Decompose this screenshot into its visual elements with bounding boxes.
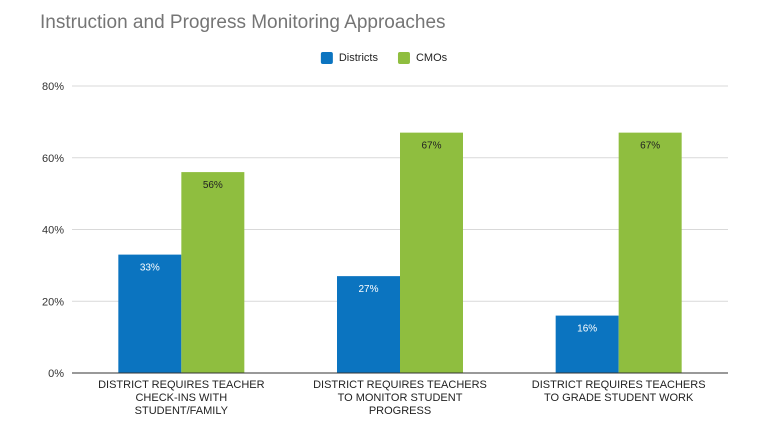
category-label: TO GRADE STUDENT WORK — [544, 392, 694, 404]
y-tick-label: 80% — [42, 81, 64, 93]
data-label-cmos-2: 67% — [421, 141, 441, 152]
data-label-districts-1: 33% — [140, 263, 160, 274]
y-tick-label: 20% — [42, 296, 64, 308]
data-label-cmos-1: 56% — [203, 180, 223, 191]
bar-cmos-2[interactable] — [400, 132, 463, 373]
category-label: PROGRESS — [369, 405, 431, 417]
legend-swatch-cmos — [397, 52, 410, 64]
category-label: DISTRICT REQUIRES TEACHER — [98, 379, 265, 391]
y-tick-label: 60% — [42, 153, 64, 165]
category-label: CHECK-INS WITH — [135, 392, 227, 404]
data-label-districts-3: 16% — [577, 324, 597, 335]
legend-swatch-districts — [320, 52, 333, 64]
category-label: DISTRICT REQUIRES TEACHERS — [313, 379, 487, 391]
category-label: DISTRICT REQUIRES TEACHERS — [532, 379, 706, 391]
legend-label: Districts — [339, 52, 379, 64]
y-tick-label: 0% — [48, 368, 64, 380]
bar-districts-3[interactable] — [555, 315, 619, 373]
legend-label: CMOs — [416, 52, 448, 64]
bar-cmos-1[interactable] — [181, 172, 245, 373]
chart-title: Instruction and Progress Monitoring Appr… — [40, 12, 446, 33]
bar-districts-1[interactable] — [118, 254, 182, 373]
data-label-districts-2: 27% — [358, 284, 378, 295]
bar-cmos-3[interactable] — [618, 132, 682, 373]
data-label-cmos-3: 67% — [640, 141, 660, 152]
category-label: TO MONITOR STUDENT — [338, 392, 463, 404]
bar-districts-2[interactable] — [337, 276, 400, 373]
y-tick-label: 40% — [42, 225, 64, 237]
category-label: STUDENT/FAMILY — [135, 405, 229, 417]
